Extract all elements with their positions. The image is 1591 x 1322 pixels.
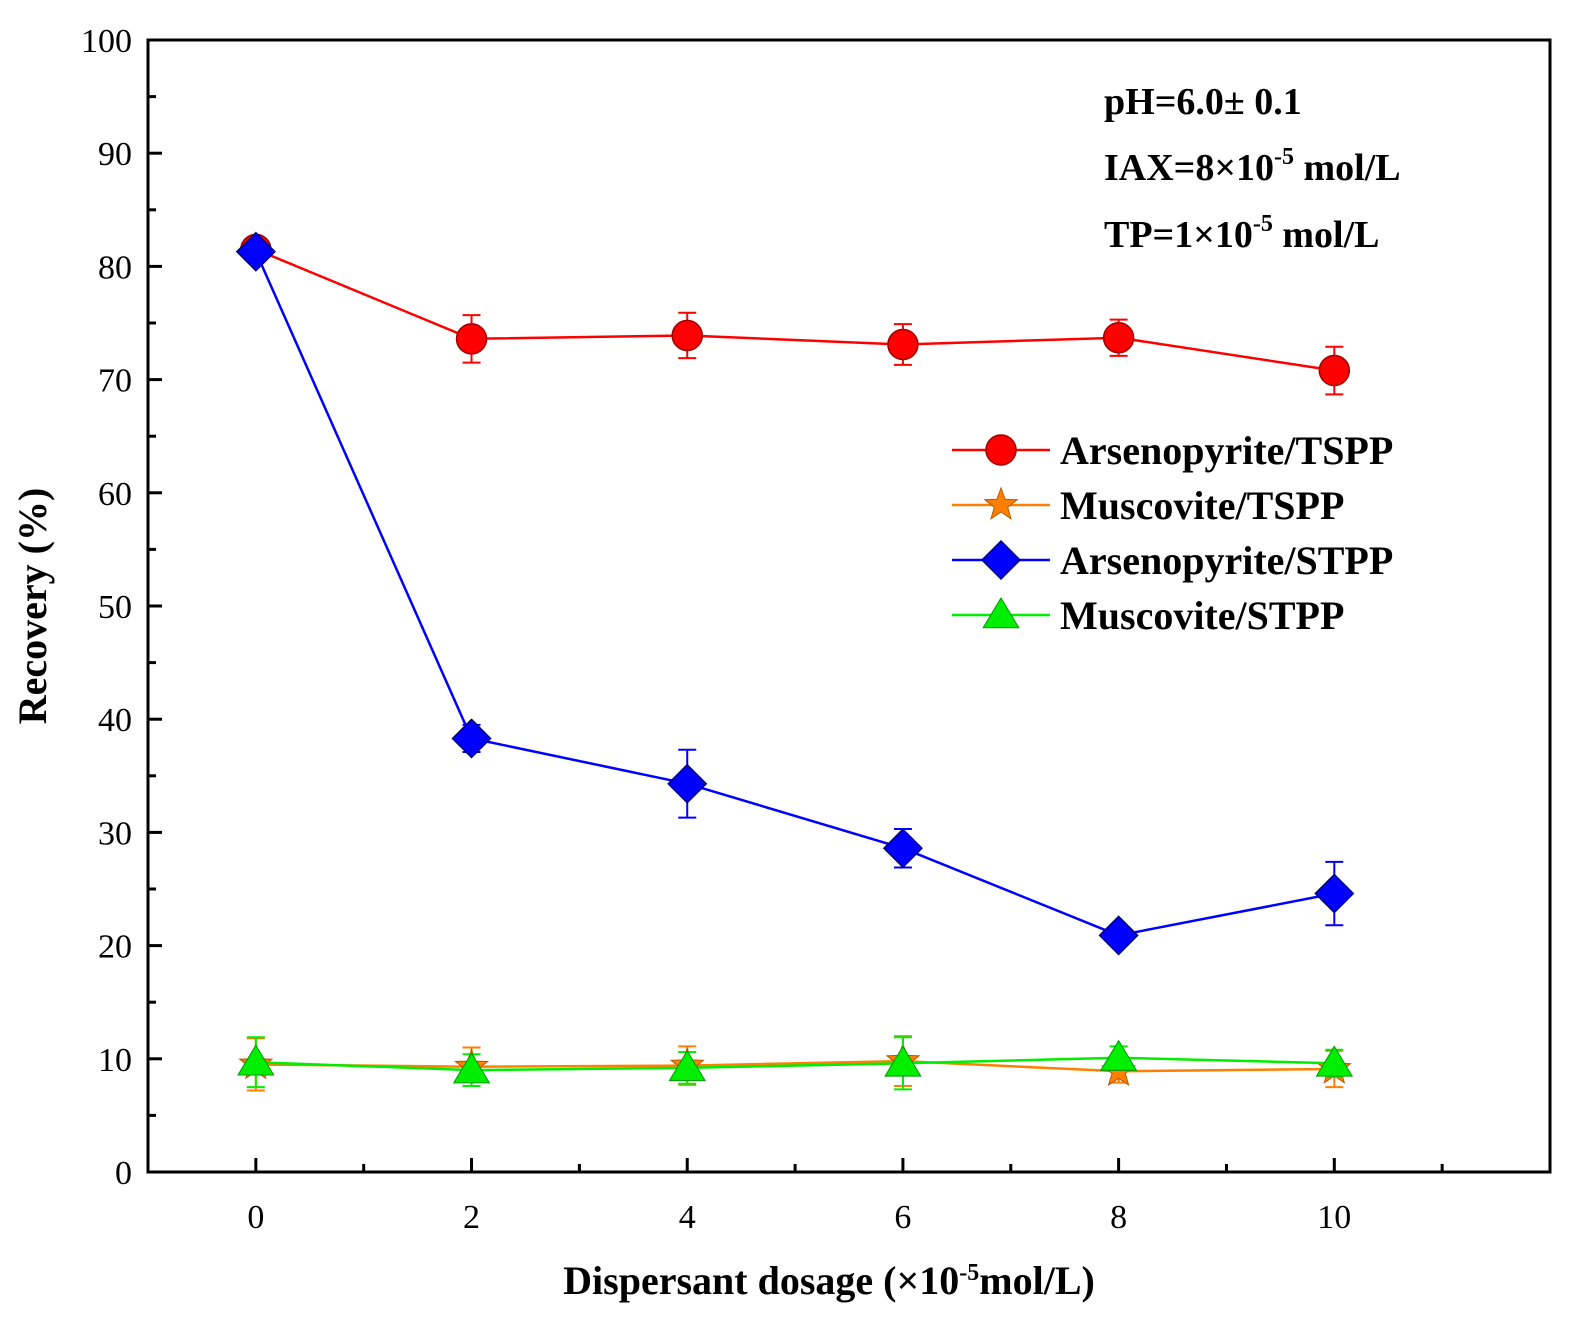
data-point [1318,354,1351,387]
series-line [254,251,1335,937]
y-tick-label-20: 20 [98,929,132,966]
y-tick-label-40: 40 [98,702,132,739]
legend-label: Arsenopyrite/STPP [1060,538,1393,583]
series-line [255,1059,1335,1073]
data-point [884,1045,922,1077]
y-tick-label-70: 70 [98,363,132,400]
y-axis-title: Recovery (%) [10,488,55,725]
data-point [451,718,492,759]
annotation-tp: TP=1×10-5 mol/L [1104,211,1380,256]
data-point [667,763,708,804]
data-point [668,1049,706,1082]
data-point [1314,873,1355,914]
legend-item-2: Arsenopyrite/STPP [952,538,1393,583]
legend-label: Muscovite/TSPP [1060,483,1344,528]
data-point [455,323,488,355]
y-tick-label-100: 100 [81,23,132,60]
data-point [1098,915,1139,956]
legend-marker [985,434,1017,466]
series-muscovite-tspp [238,1035,1352,1092]
x-axis-title: Dispersant dosage (×10-5mol/L) [563,1258,1095,1303]
legend-label: Arsenopyrite/TSPP [1060,428,1393,473]
series-muscovite-stpp [237,1036,1354,1091]
condition-annotations: pH=6.0± 0.1 IAX=8×10-5 mol/L TP=1×10-5 m… [1104,81,1401,256]
y-tick-label-0: 0 [115,1155,132,1192]
x-axis-title-exponent: -5 [959,1260,979,1286]
x-tick-label-8: 8 [1110,1199,1127,1236]
data-point [452,1052,491,1084]
x-axis-title-unit: mol/L) [979,1258,1095,1303]
x-tick-label-2: 2 [463,1199,480,1236]
legend-marker [982,597,1020,629]
series-line [255,1056,1335,1072]
y-tick-label-50: 50 [98,589,132,626]
y-tick-label-80: 80 [98,249,132,286]
data-point [887,328,919,361]
legend-item-1: Muscovite/TSPP [952,483,1344,528]
data-point [235,231,276,272]
series-arsenopyrite-stpp [235,231,1355,956]
data-point [671,319,703,352]
y-tick-label-60: 60 [98,476,132,513]
y-tick-label-90: 90 [98,136,132,173]
legend-item-0: Arsenopyrite/TSPP [952,428,1393,473]
x-tick-label-4: 4 [679,1199,696,1236]
data-point [237,1044,275,1076]
series-arsenopyrite-tspp [240,233,1351,396]
data-point [1102,321,1135,354]
annotation-iax: IAX=8×10-5 mol/L [1104,144,1401,189]
data-point [1099,1039,1138,1071]
legend: Arsenopyrite/TSPP Muscovite/TSPP Arsenopyr… [952,428,1393,638]
legend-item-3: Muscovite/STPP [952,593,1344,638]
data-point [882,828,923,869]
x-tick-label-0: 0 [247,1199,264,1236]
annotation-ph: pH=6.0± 0.1 [1104,81,1302,123]
legend-marker [980,539,1022,581]
x-axis-title-main: Dispersant dosage (×10 [563,1258,959,1303]
legend-marker [983,486,1019,520]
series-line [255,248,1335,372]
y-tick-label-30: 30 [98,815,132,852]
x-tick-label-6: 6 [894,1199,911,1236]
data-point [1315,1045,1354,1077]
x-tick-label-10: 10 [1317,1199,1351,1236]
y-tick-label-10: 10 [98,1042,132,1079]
axes: 0 10 20 30 40 50 60 70 80 90 100 0 2 4 6 8 10 [81,23,1351,1236]
series-layer [235,231,1355,1092]
legend-label: Muscovite/STPP [1060,593,1344,638]
